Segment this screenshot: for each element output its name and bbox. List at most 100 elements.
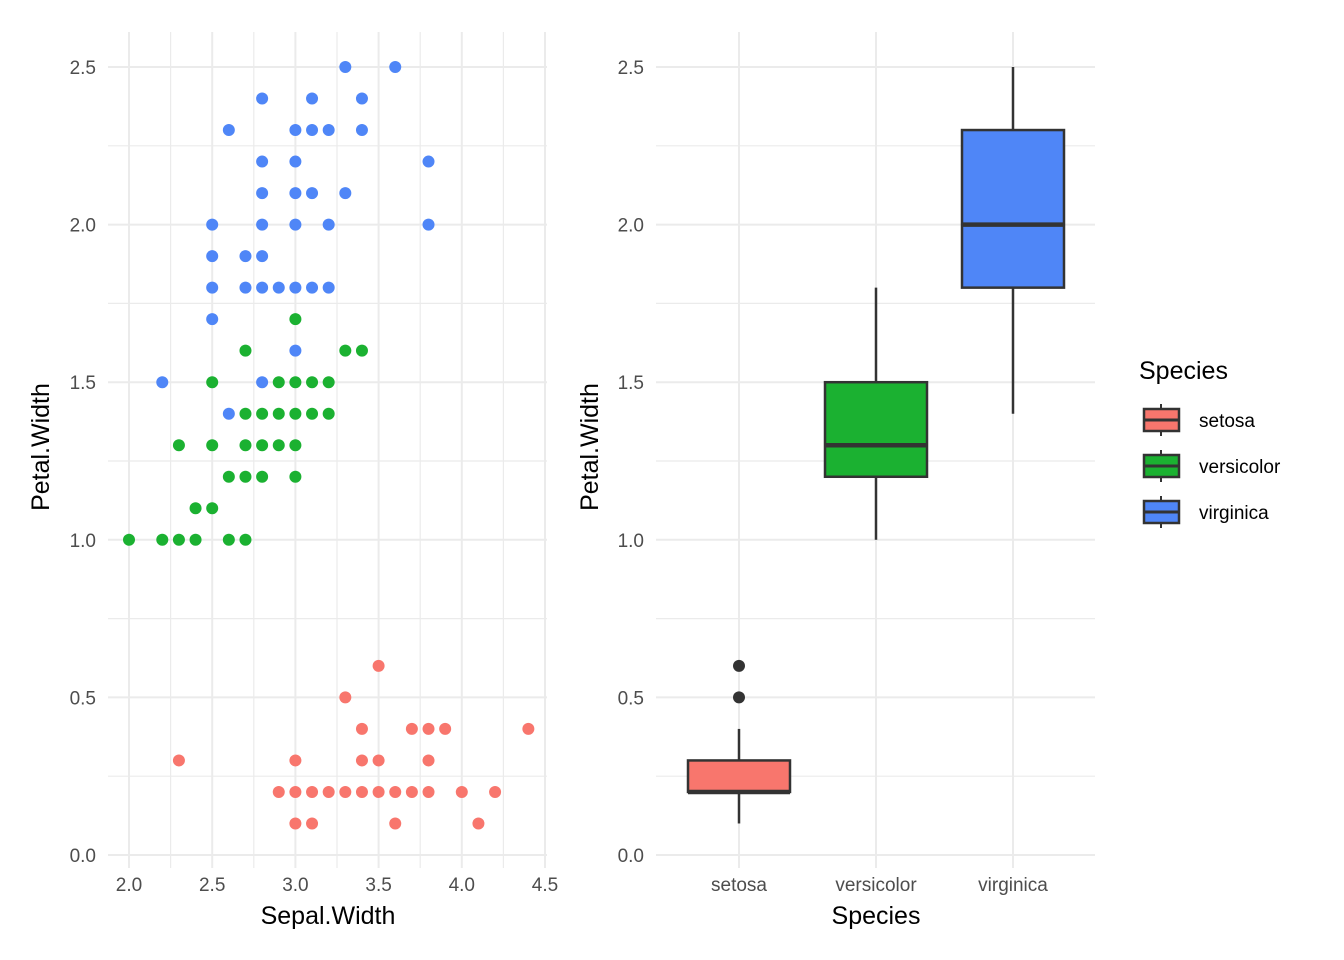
scatter-point-versicolor: [239, 439, 252, 452]
scatter-point-versicolor: [189, 533, 202, 546]
box-body: [960, 128, 1066, 289]
scatter-point-setosa: [422, 754, 435, 767]
outlier-point: [733, 691, 745, 704]
y-tick-label: 2.0: [70, 216, 96, 237]
scatter-point-versicolor: [172, 439, 185, 452]
y-tick-label: 2.5: [70, 58, 96, 79]
scatter-point-virginica: [256, 187, 269, 200]
scatter-point-virginica: [306, 92, 319, 105]
scatter-point-virginica: [289, 281, 302, 294]
box-setosa: [686, 659, 792, 824]
scatter-point-versicolor: [189, 502, 202, 515]
box-virginica: [960, 67, 1066, 414]
scatter-point-versicolor: [239, 533, 252, 546]
scatter-point-versicolor: [239, 344, 252, 357]
x-tick-label: 2.0: [116, 875, 142, 896]
scatter-point-virginica: [272, 281, 285, 294]
scatter-point-setosa: [372, 785, 385, 798]
scatter-point-virginica: [206, 250, 219, 263]
scatter-point-setosa: [172, 754, 185, 767]
box-versicolor: [823, 287, 929, 540]
scatter-point-setosa: [422, 785, 435, 798]
scatter-point-setosa: [522, 722, 535, 735]
scatter-points: [123, 61, 535, 830]
scatter-point-setosa: [289, 817, 302, 830]
scatter-point-versicolor: [206, 376, 219, 389]
scatter-point-virginica: [206, 313, 219, 326]
scatter-y-axis-title: Petal.Width: [27, 383, 55, 511]
scatter-point-setosa: [355, 754, 368, 767]
scatter-point-virginica: [256, 376, 269, 389]
legend-label: setosa: [1199, 411, 1255, 432]
legend-label: virginica: [1199, 503, 1269, 524]
scatter-point-setosa: [422, 722, 435, 735]
scatter-point-virginica: [289, 187, 302, 200]
scatter-point-versicolor: [289, 470, 302, 483]
scatter-point-versicolor: [339, 344, 352, 357]
scatter-point-virginica: [239, 250, 252, 263]
x-tick-label: 2.5: [199, 875, 225, 896]
legend: Species setosa versicolor virginica: [1139, 357, 1281, 528]
scatter-point-virginica: [306, 281, 319, 294]
boxplot-y-axis-title: Petal.Width: [576, 383, 604, 511]
scatter-point-setosa: [389, 817, 402, 830]
scatter-y-ticks: 0.0 0.5 1.0 1.5 2.0 2.5: [70, 58, 96, 867]
scatter-point-virginica: [322, 124, 335, 137]
scatter-point-virginica: [289, 218, 302, 231]
scatter-point-setosa: [489, 785, 502, 798]
scatter-point-virginica: [256, 281, 269, 294]
scatter-point-virginica: [256, 92, 269, 105]
scatter-point-versicolor: [272, 407, 285, 420]
legend-item-versicolor: versicolor: [1142, 450, 1281, 482]
scatter-point-virginica: [222, 124, 235, 137]
scatter-point-virginica: [256, 155, 269, 168]
scatter-point-setosa: [455, 785, 468, 798]
scatter-point-setosa: [289, 785, 302, 798]
scatter-point-setosa: [472, 817, 485, 830]
scatter-point-versicolor: [306, 376, 319, 389]
boxplot-x-ticks: setosa versicolor virginica: [711, 875, 1048, 896]
y-tick-label: 0.5: [70, 688, 96, 709]
scatter-point-versicolor: [355, 344, 368, 357]
scatter-point-virginica: [355, 124, 368, 137]
scatter-point-versicolor: [289, 376, 302, 389]
y-tick-label: 0.0: [618, 846, 644, 867]
scatter-point-versicolor: [206, 502, 219, 515]
x-tick-label: 3.5: [365, 875, 391, 896]
scatter-point-virginica: [306, 187, 319, 200]
y-tick-label: 1.5: [70, 373, 96, 394]
scatter-point-setosa: [355, 722, 368, 735]
scatter-point-versicolor: [239, 407, 252, 420]
x-tick-label: 4.0: [449, 875, 475, 896]
scatter-point-setosa: [405, 785, 418, 798]
scatter-point-versicolor: [123, 533, 135, 546]
scatter-point-versicolor: [322, 376, 335, 389]
scatter-point-virginica: [222, 407, 235, 420]
scatter-point-versicolor: [206, 439, 219, 452]
y-tick-label: 2.5: [618, 58, 644, 79]
scatter-point-virginica: [239, 281, 252, 294]
scatter-x-axis-title: Sepal.Width: [261, 902, 396, 930]
scatter-point-setosa: [322, 785, 335, 798]
legend-title: Species: [1139, 357, 1228, 385]
scatter-point-versicolor: [306, 407, 319, 420]
scatter-point-setosa: [389, 785, 402, 798]
outlier-point: [733, 659, 745, 672]
scatter-point-setosa: [272, 785, 285, 798]
legend-item-virginica: virginica: [1142, 496, 1269, 528]
scatter-point-virginica: [422, 155, 435, 168]
scatter-point-versicolor: [289, 439, 302, 452]
scatter-point-virginica: [339, 187, 352, 200]
scatter-point-setosa: [306, 785, 319, 798]
scatter-point-virginica: [156, 376, 169, 389]
boxplot-y-ticks: 0.0 0.5 1.0 1.5 2.0 2.5: [618, 58, 644, 867]
scatter-point-virginica: [256, 218, 269, 231]
scatter-point-virginica: [289, 155, 302, 168]
scatter-point-versicolor: [289, 313, 302, 326]
scatter-point-setosa: [405, 722, 418, 735]
scatter-point-virginica: [339, 61, 352, 73]
scatter-point-virginica: [355, 92, 368, 105]
scatter-point-versicolor: [256, 439, 269, 452]
y-tick-label: 1.0: [618, 531, 644, 552]
